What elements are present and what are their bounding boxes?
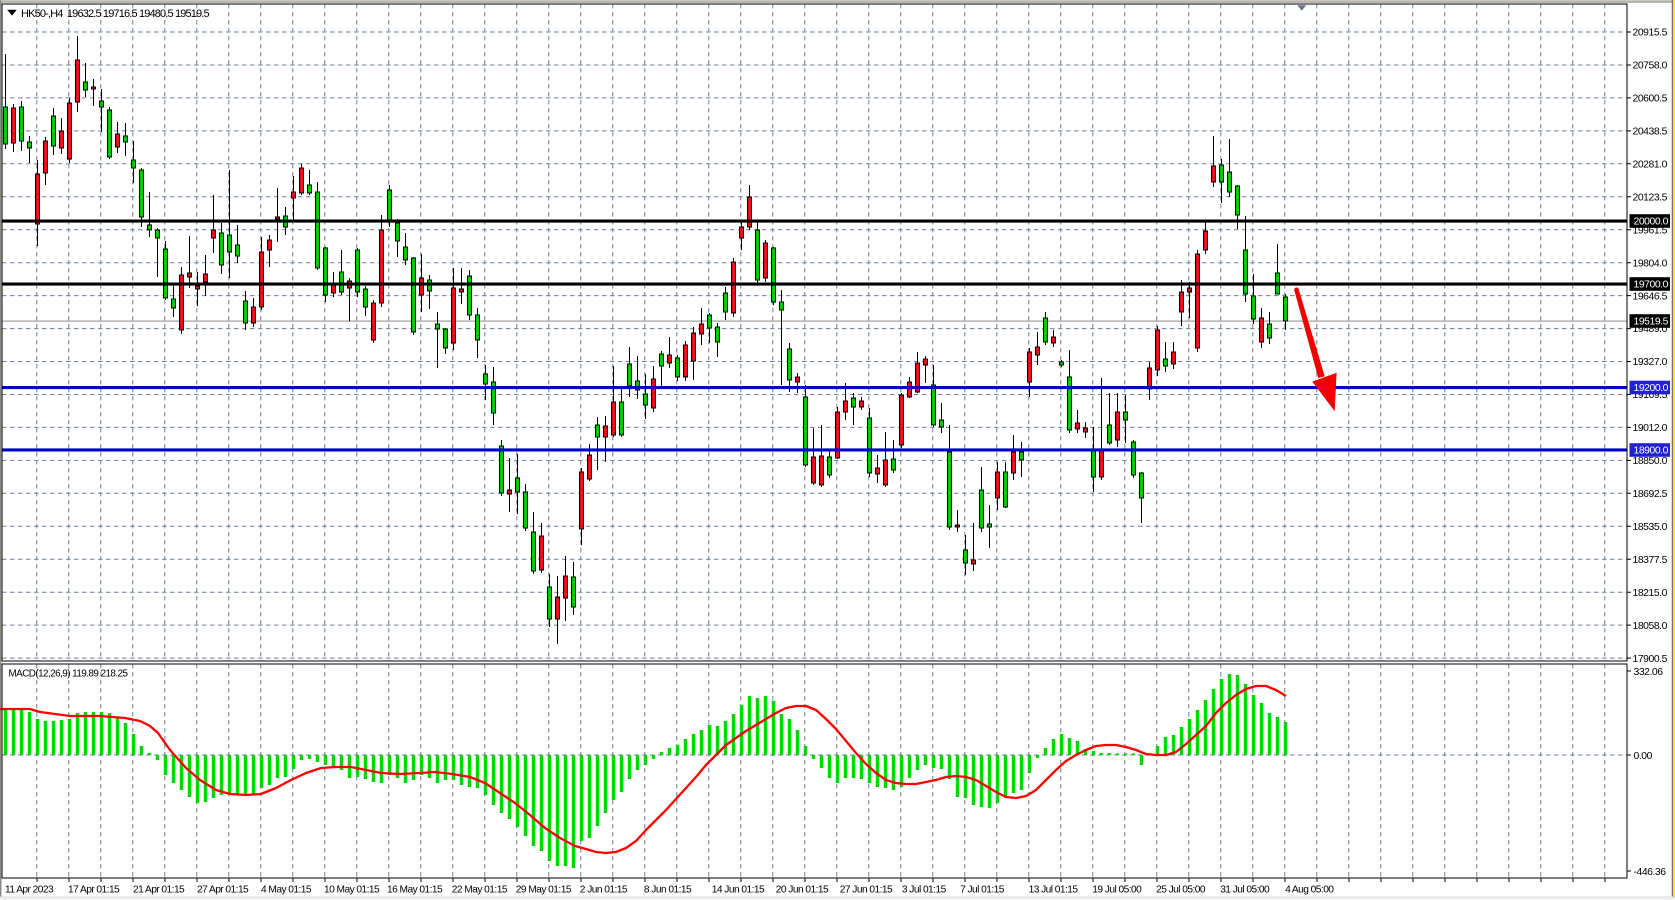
svg-text:29 May 01:15: 29 May 01:15 bbox=[516, 885, 572, 896]
svg-text:11 Apr 2023: 11 Apr 2023 bbox=[5, 885, 54, 896]
svg-text:20281.0: 20281.0 bbox=[1633, 160, 1668, 171]
svg-text:19169.5: 19169.5 bbox=[1633, 390, 1668, 401]
svg-text:-446.36: -446.36 bbox=[1634, 867, 1667, 878]
svg-text:27 Jun 01:15: 27 Jun 01:15 bbox=[840, 885, 893, 896]
svg-text:HK50-,H4 19632.5 19716.5 1948: HK50-,H4 19632.5 19716.5 19480.5 19519.5 bbox=[21, 8, 210, 20]
svg-text:19200.0: 19200.0 bbox=[1634, 383, 1669, 394]
svg-text:8 Jun 01:15: 8 Jun 01:15 bbox=[644, 885, 692, 896]
svg-text:18377.5: 18377.5 bbox=[1633, 555, 1668, 566]
svg-text:19646.5: 19646.5 bbox=[1633, 291, 1668, 302]
svg-text:3 Jul 01:15: 3 Jul 01:15 bbox=[902, 885, 947, 896]
svg-text:17900.5: 17900.5 bbox=[1633, 654, 1668, 665]
svg-text:17 Apr 01:15: 17 Apr 01:15 bbox=[68, 885, 120, 896]
svg-text:MACD(12,26,9) 119.89 218.25: MACD(12,26,9) 119.89 218.25 bbox=[9, 669, 129, 680]
svg-text:2 Jun 01:15: 2 Jun 01:15 bbox=[580, 885, 628, 896]
svg-text:21 Apr 01:15: 21 Apr 01:15 bbox=[133, 885, 185, 896]
svg-text:19 Jul 05:00: 19 Jul 05:00 bbox=[1092, 885, 1142, 896]
svg-text:4 May 01:15: 4 May 01:15 bbox=[261, 885, 312, 896]
svg-text:31 Jul 05:00: 31 Jul 05:00 bbox=[1220, 885, 1270, 896]
svg-text:4 Aug 05:00: 4 Aug 05:00 bbox=[1285, 885, 1334, 896]
svg-text:19489.0: 19489.0 bbox=[1633, 324, 1668, 335]
svg-text:19519.5: 19519.5 bbox=[1634, 317, 1669, 328]
svg-text:20915.5: 20915.5 bbox=[1633, 28, 1668, 39]
svg-text:20600.5: 20600.5 bbox=[1633, 94, 1668, 105]
svg-text:19700.0: 19700.0 bbox=[1634, 280, 1669, 291]
svg-text:18058.0: 18058.0 bbox=[1633, 621, 1668, 632]
svg-text:22 May 01:15: 22 May 01:15 bbox=[452, 885, 508, 896]
svg-text:0.00: 0.00 bbox=[1634, 751, 1653, 762]
svg-text:14 Jun 01:15: 14 Jun 01:15 bbox=[712, 885, 765, 896]
svg-text:19804.0: 19804.0 bbox=[1633, 258, 1668, 269]
svg-text:18535.0: 18535.0 bbox=[1633, 522, 1668, 533]
svg-text:19961.5: 19961.5 bbox=[1633, 225, 1668, 236]
svg-text:332.06: 332.06 bbox=[1634, 667, 1664, 678]
svg-text:19327.0: 19327.0 bbox=[1633, 357, 1668, 368]
svg-text:19012.0: 19012.0 bbox=[1633, 423, 1668, 434]
svg-text:18692.5: 18692.5 bbox=[1633, 489, 1668, 500]
svg-text:16 May 01:15: 16 May 01:15 bbox=[387, 885, 443, 896]
svg-text:7 Jul 01:15: 7 Jul 01:15 bbox=[960, 885, 1005, 896]
svg-text:27 Apr 01:15: 27 Apr 01:15 bbox=[197, 885, 249, 896]
svg-text:10 May 01:15: 10 May 01:15 bbox=[324, 885, 380, 896]
svg-text:20758.0: 20758.0 bbox=[1633, 61, 1668, 72]
svg-text:20123.5: 20123.5 bbox=[1633, 192, 1668, 203]
svg-text:18215.0: 18215.0 bbox=[1633, 588, 1668, 599]
svg-text:20438.5: 20438.5 bbox=[1633, 127, 1668, 138]
svg-text:20000.0: 20000.0 bbox=[1634, 217, 1669, 228]
svg-text:18900.0: 18900.0 bbox=[1634, 446, 1669, 457]
svg-text:25 Jul 05:00: 25 Jul 05:00 bbox=[1156, 885, 1206, 896]
svg-text:13 Jul 01:15: 13 Jul 01:15 bbox=[1029, 885, 1079, 896]
svg-text:18850.0: 18850.0 bbox=[1633, 456, 1668, 467]
svg-text:20 Jun 01:15: 20 Jun 01:15 bbox=[776, 885, 829, 896]
